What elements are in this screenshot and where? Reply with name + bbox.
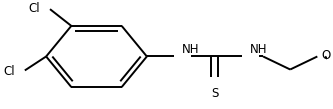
Text: Cl: Cl — [4, 65, 15, 78]
Text: NH: NH — [249, 43, 267, 56]
Text: Cl: Cl — [29, 2, 40, 15]
Text: S: S — [211, 87, 218, 100]
Text: NH: NH — [182, 43, 199, 56]
Text: O: O — [321, 49, 330, 62]
